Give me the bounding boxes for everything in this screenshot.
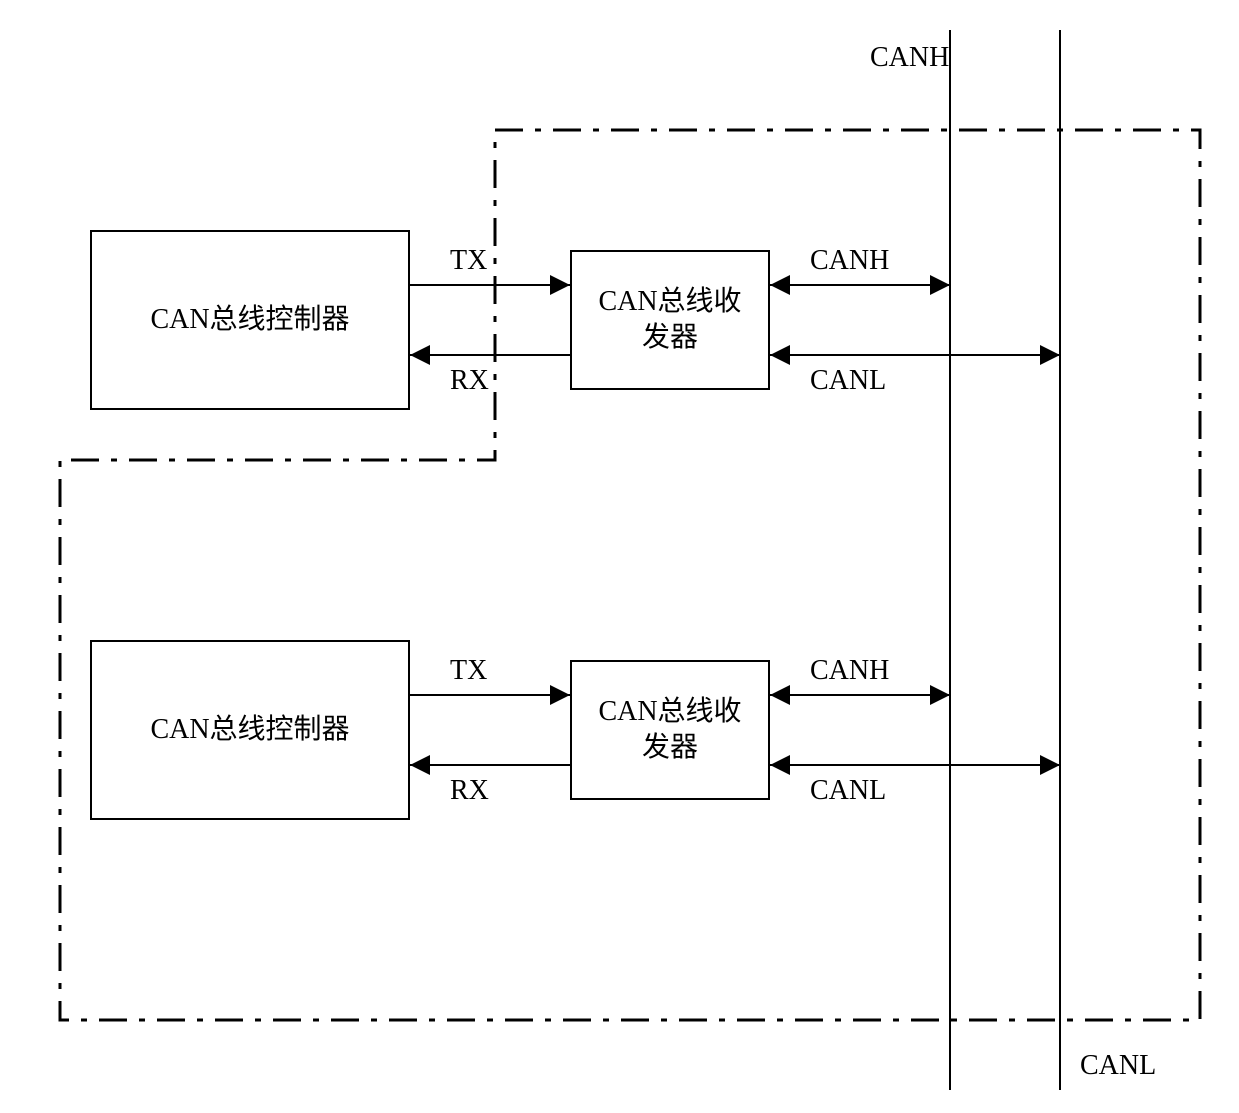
bus-label-canl: CANL: [1080, 1050, 1156, 1082]
signal-tx-1: TX: [450, 245, 487, 277]
controller-label-1: CAN总线控制器: [150, 302, 349, 338]
bus-label-canh: CANH: [870, 42, 949, 74]
signal-rx-1: RX: [450, 365, 489, 397]
transceiver-box-2: CAN总线收 发器: [570, 660, 770, 800]
controller-box-2: CAN总线控制器: [90, 640, 410, 820]
signal-canl-1: CANL: [810, 365, 886, 397]
transceiver-label-2: CAN总线收 发器: [598, 694, 741, 767]
diagram-canvas: CANH CANL CAN总线控制器 CAN总线收 发器 TX RX CANH …: [0, 0, 1239, 1113]
controller-label-2: CAN总线控制器: [150, 712, 349, 748]
signal-canl-2: CANL: [810, 775, 886, 807]
controller-box-1: CAN总线控制器: [90, 230, 410, 410]
signal-canh-2: CANH: [810, 655, 889, 687]
signal-rx-2: RX: [450, 775, 489, 807]
transceiver-box-1: CAN总线收 发器: [570, 250, 770, 390]
transceiver-label-1: CAN总线收 发器: [598, 284, 741, 357]
signal-canh-1: CANH: [810, 245, 889, 277]
signal-tx-2: TX: [450, 655, 487, 687]
diagram-svg: [0, 0, 1239, 1113]
